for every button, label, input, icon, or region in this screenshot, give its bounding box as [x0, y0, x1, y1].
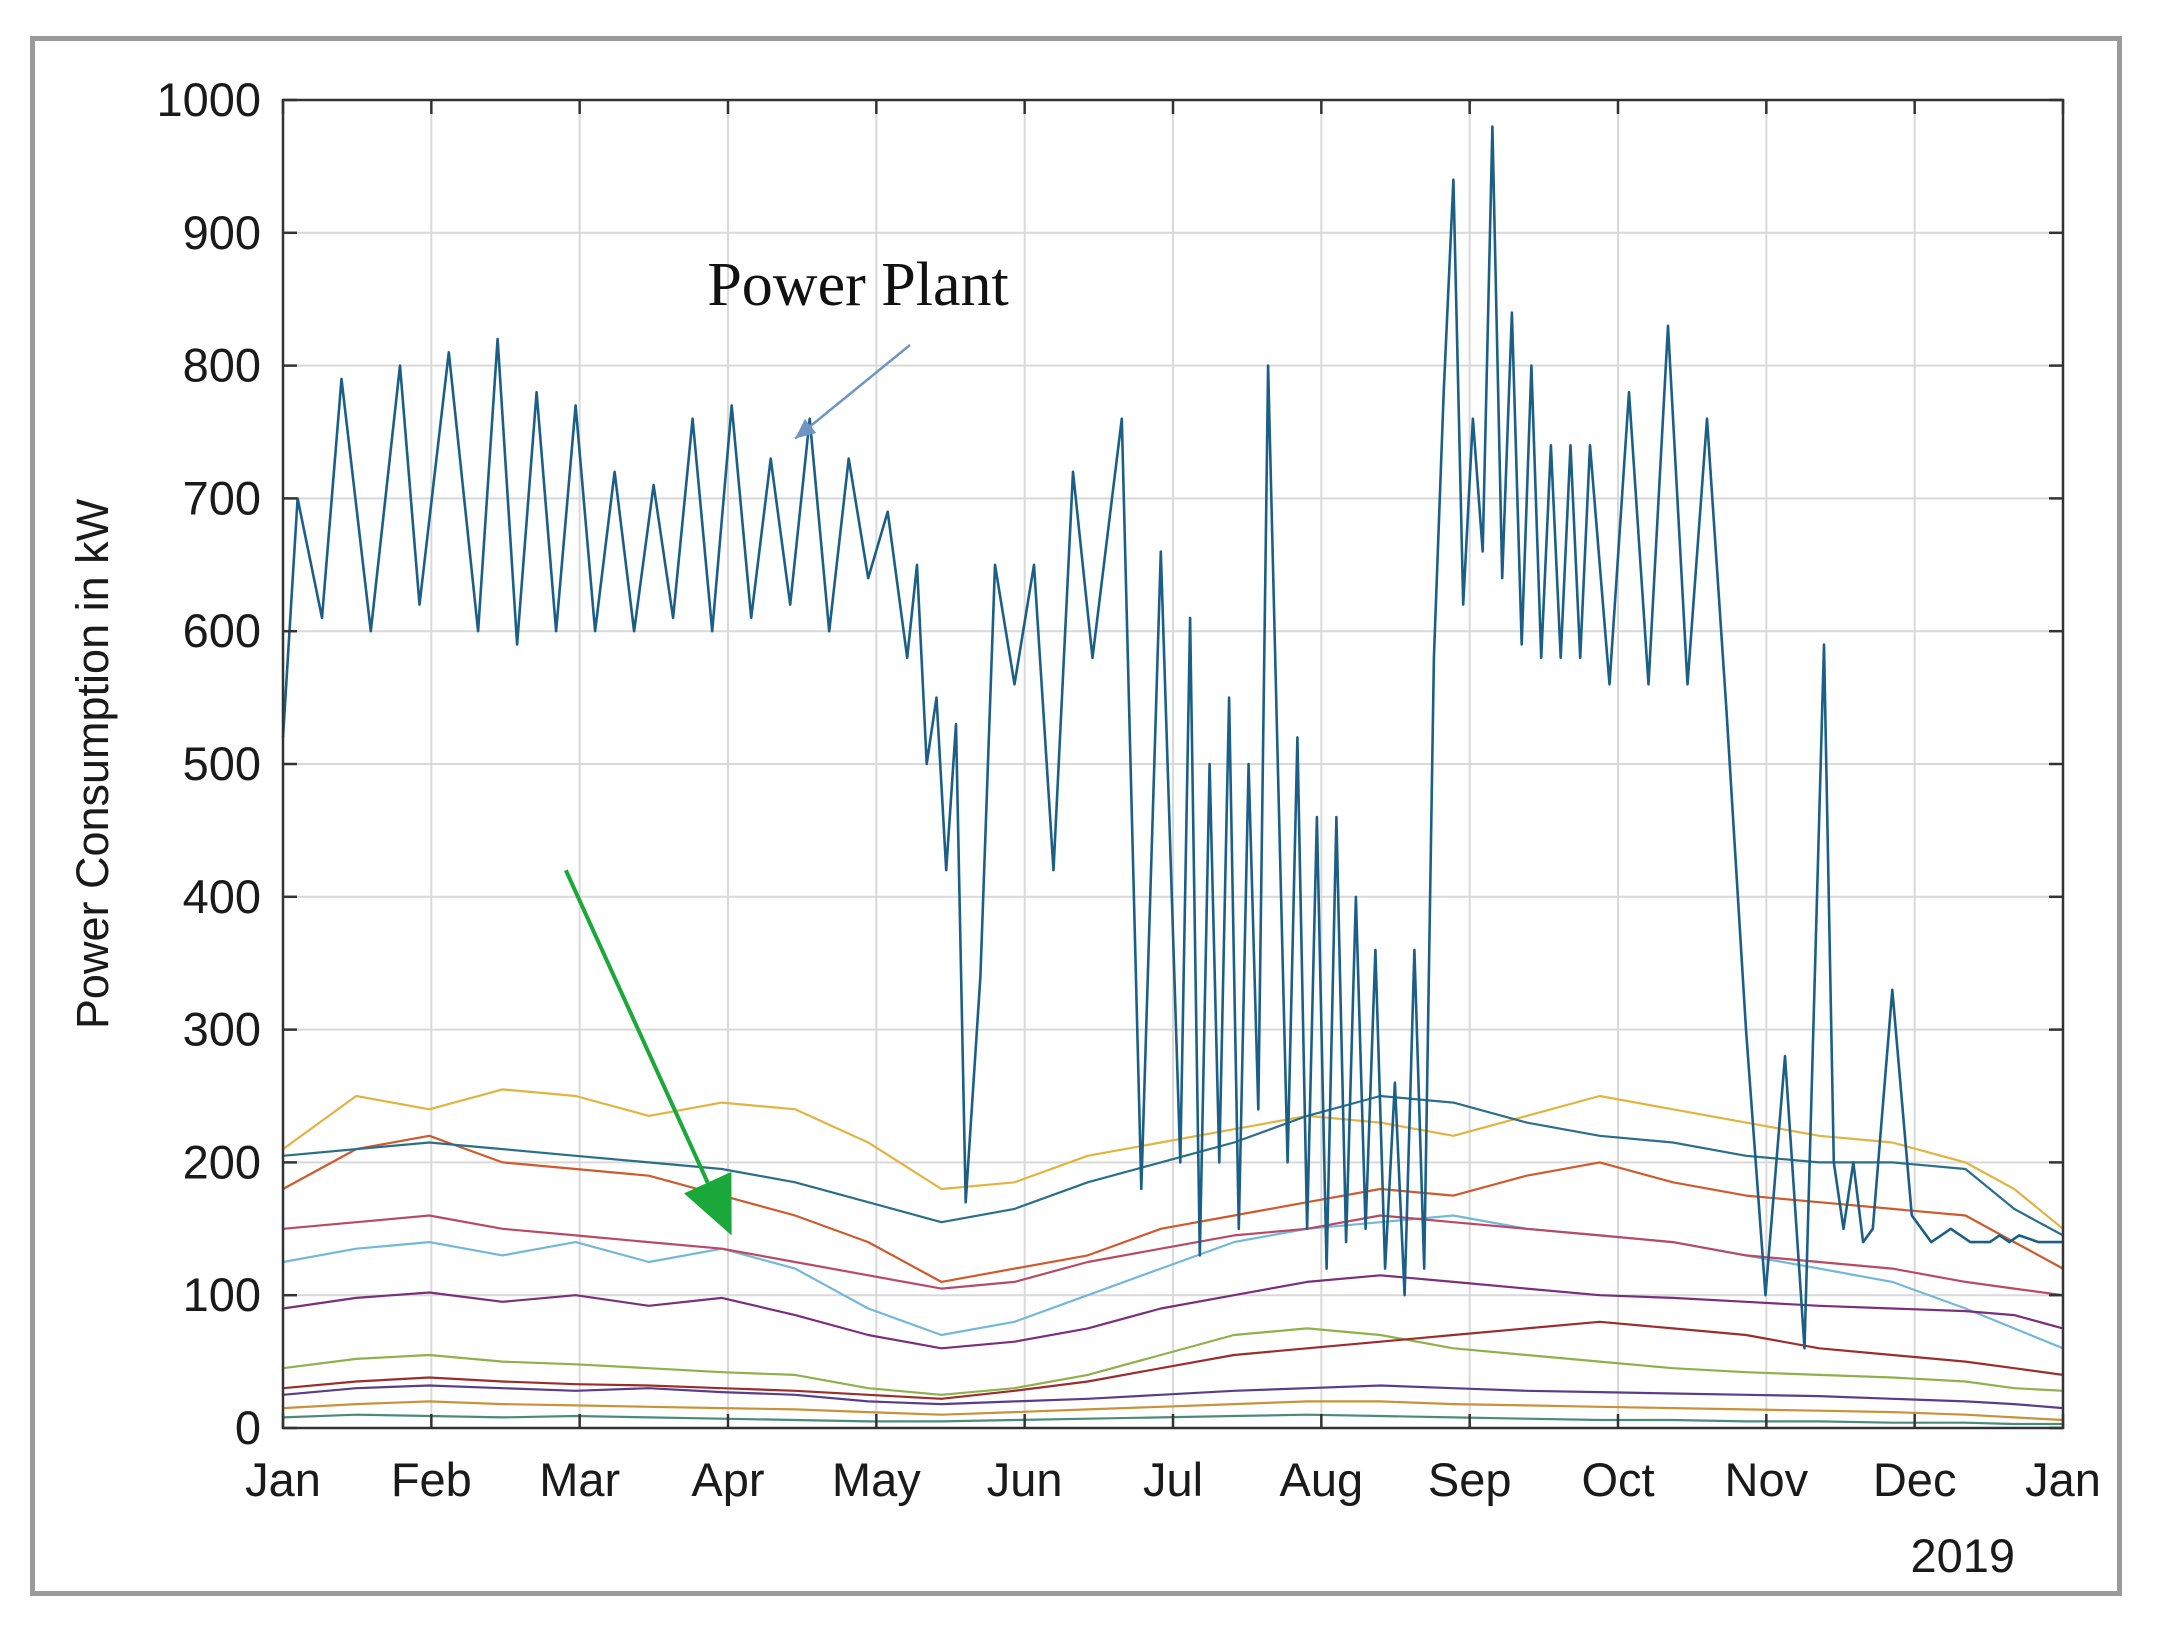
y-tick-label: 100: [183, 1268, 261, 1321]
axis-ticks: [281, 98, 2065, 1430]
series-line-consumer-8: [282, 1320, 2064, 1400]
x-tick-label: Apr: [691, 1453, 764, 1506]
series-line-power-plant: [281, 125, 2063, 1350]
y-tick-label: 400: [183, 870, 261, 923]
y-tick-labels: 0 100 200 300 400 500 600 700 800 900 1000: [156, 73, 261, 1454]
x-tick-label: May: [832, 1453, 921, 1506]
series-line-consumer-10: [282, 1400, 2064, 1422]
highlight-arrow: [564, 869, 732, 1236]
y-tick-label: 600: [183, 604, 261, 657]
highlight-arrow-line: [564, 869, 710, 1184]
series-line-consumer-2: [282, 1134, 2064, 1284]
y-tick-label: 900: [183, 206, 261, 259]
highlight-arrow-head: [684, 1171, 732, 1236]
annotation-arrow-head: [795, 419, 817, 439]
x-tick-label: Jul: [1143, 1453, 1203, 1506]
year-label: 2019: [1910, 1529, 2015, 1582]
y-tick-label: 800: [183, 339, 261, 392]
series-line-consumer-7: [282, 1327, 2064, 1396]
x-tick-label: Feb: [391, 1453, 472, 1506]
y-axis-label: Power Consumption in kW: [67, 498, 118, 1029]
series-line-consumer-6: [282, 1274, 2064, 1350]
y-tick-label: 500: [183, 737, 261, 790]
y-tick-label: 0: [235, 1401, 261, 1454]
series-line-consumer-11: [282, 1413, 2063, 1426]
power-plant-annotation: Power Plant: [707, 251, 1008, 319]
x-tick-label: Dec: [1873, 1453, 1957, 1506]
power-plant-arrow: [794, 344, 911, 440]
x-tick-label: Jan: [2025, 1453, 2101, 1506]
annotation-arrow-line: [794, 344, 911, 440]
x-tick-labels: Jan Feb Mar Apr May Jun Jul Aug Sep Oct Nov Dec Jan: [245, 1453, 2101, 1506]
x-tick-label: Nov: [1725, 1453, 1809, 1506]
y-tick-label: 700: [183, 471, 261, 524]
y-tick-label: 1000: [156, 73, 261, 126]
x-tick-label: Aug: [1280, 1453, 1364, 1506]
x-tick-label: Sep: [1428, 1453, 1512, 1506]
x-tick-label: Mar: [539, 1453, 620, 1506]
x-tick-label: Jan: [245, 1453, 321, 1506]
figure-frame: [30, 36, 2122, 1596]
x-tick-label: Oct: [1581, 1453, 1654, 1506]
y-tick-label: 300: [183, 1003, 261, 1056]
x-tick-label: Jun: [987, 1453, 1063, 1506]
y-tick-label: 200: [183, 1135, 261, 1188]
series-line-consumer-9: [282, 1384, 2064, 1410]
series-layer: [281, 125, 2064, 1426]
